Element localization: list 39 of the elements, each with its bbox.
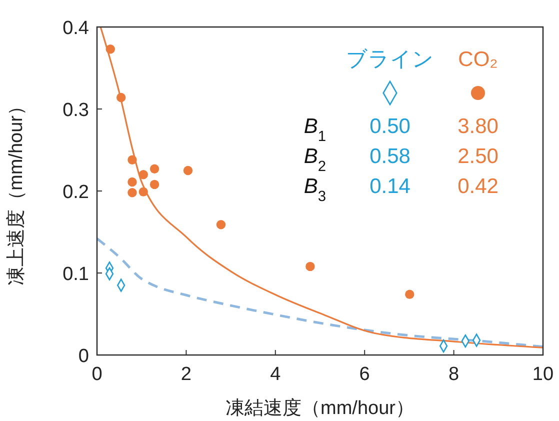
line-series [97,237,543,348]
point [216,220,226,230]
text: ブライン [346,48,434,71]
annotation: B$_{1}$ [304,115,326,145]
y-tick-label: 0.2 [62,182,89,203]
annotation: 0.50 [370,115,410,138]
y-tick-label: 0.1 [62,264,89,285]
annotation: 0.42 [458,175,498,198]
annotation: 0.14 [370,175,411,198]
annotation: 3.80 [458,115,498,138]
x-tick-label: 8 [448,364,460,385]
x-tick-label: 6 [359,364,370,385]
point [150,180,160,190]
point [138,170,148,180]
y-tick-label: 0.3 [62,100,89,121]
point [405,290,414,299]
point [116,92,126,102]
text: CO₂ [458,48,498,71]
y-axis-title: 凍上速度（mm/hour） [5,96,27,286]
point [183,166,193,176]
point [138,187,148,196]
line-series [100,27,543,348]
point [106,44,115,54]
x-tick-label: 10 [532,364,554,385]
x-tick-label: 0 [92,364,102,385]
annotation: 0.58 [370,145,410,168]
point [128,155,137,164]
x-tick-label: 4 [270,364,282,385]
point [128,177,137,187]
point [306,262,315,272]
x-axis-title: 凍結速度（mm/hour） [226,397,414,419]
annotation: B$_{2}$ [304,145,326,175]
point [128,188,137,198]
x-tick-label: 2 [180,364,192,385]
point [150,164,160,174]
annotation: 2.50 [458,145,498,168]
annotation: B$_{3}$ [304,175,326,205]
y-tick-label: 0.4 [62,18,90,39]
y-tick-label: 0 [78,346,89,367]
